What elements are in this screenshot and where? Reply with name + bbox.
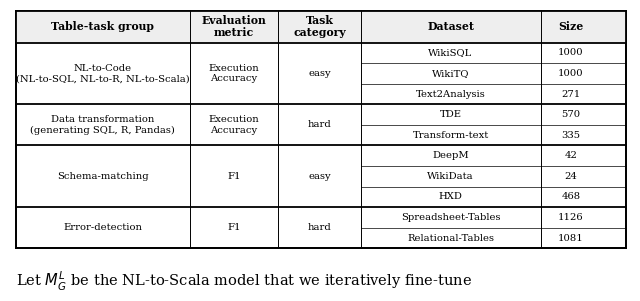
Text: 1126: 1126 [558, 213, 584, 222]
Text: hard: hard [308, 223, 332, 232]
Text: Text2Analysis: Text2Analysis [416, 90, 486, 98]
Text: 42: 42 [564, 151, 577, 160]
Text: easy: easy [308, 172, 331, 181]
Text: 1000: 1000 [558, 69, 584, 78]
Text: Execution
Accuracy: Execution Accuracy [209, 115, 259, 135]
Text: Execution
Accuracy: Execution Accuracy [209, 64, 259, 83]
Text: WikiTQ: WikiTQ [432, 69, 469, 78]
Text: 570: 570 [561, 110, 580, 119]
Text: Error-detection: Error-detection [63, 223, 143, 232]
Text: 1081: 1081 [558, 234, 584, 243]
Text: TDE: TDE [440, 110, 461, 119]
Text: Spreadsheet-Tables: Spreadsheet-Tables [401, 213, 500, 222]
Text: DeepM: DeepM [432, 151, 469, 160]
Text: F1: F1 [227, 223, 241, 232]
Text: Task
category: Task category [293, 15, 346, 39]
Bar [16, 11, 626, 248]
Text: Schema-matching: Schema-matching [57, 172, 148, 181]
Text: 335: 335 [561, 131, 580, 140]
Text: 24: 24 [564, 172, 577, 181]
Text: WikiSQL: WikiSQL [428, 48, 473, 57]
Text: Size: Size [559, 21, 584, 32]
Text: Evaluation
metric: Evaluation metric [202, 15, 266, 39]
Text: Let $M_G^L$ be the NL-to-Scala model that we iteratively fine-tune: Let $M_G^L$ be the NL-to-Scala model tha… [16, 270, 472, 293]
Text: F1: F1 [227, 172, 241, 181]
Text: HXD: HXD [438, 192, 463, 201]
Text: Relational-Tables: Relational-Tables [407, 234, 494, 243]
Text: easy: easy [308, 69, 331, 78]
Text: 468: 468 [561, 192, 580, 201]
Text: NL-to-Code
(NL-to-SQL, NL-to-R, NL-to-Scala): NL-to-Code (NL-to-SQL, NL-to-R, NL-to-Sc… [16, 64, 190, 83]
Bar [16, 11, 626, 43]
Text: Dataset: Dataset [427, 21, 474, 32]
Text: Data transformation
(generating SQL, R, Pandas): Data transformation (generating SQL, R, … [31, 115, 175, 135]
Text: 1000: 1000 [558, 48, 584, 57]
Text: WikiData: WikiData [428, 172, 474, 181]
Text: 271: 271 [561, 90, 580, 98]
Text: hard: hard [308, 120, 332, 129]
Text: Table-task group: Table-task group [51, 21, 154, 32]
Text: Transform-text: Transform-text [412, 131, 489, 140]
